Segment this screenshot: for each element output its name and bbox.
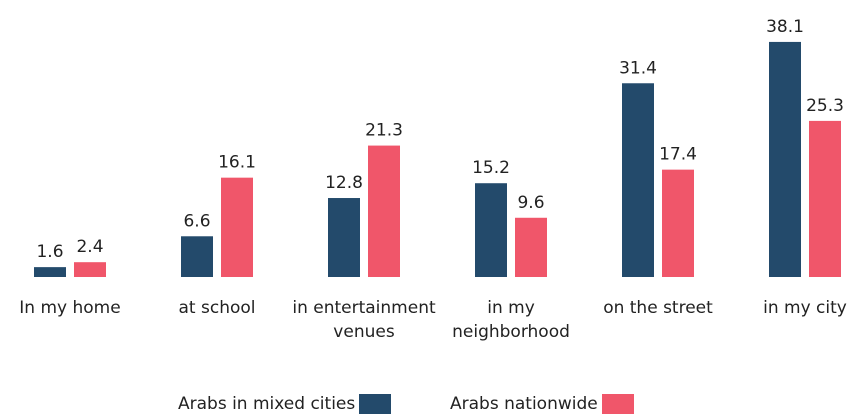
bar (74, 262, 106, 277)
value-label: 1.6 (36, 242, 63, 262)
value-label: 31.4 (619, 58, 657, 78)
legend-label: Arabs in mixed cities (178, 394, 356, 414)
legend-swatch (359, 394, 392, 414)
x-tick-label: in my city (763, 298, 847, 318)
bar (769, 41, 801, 277)
x-tick-label: in entertainment venues (292, 298, 436, 342)
value-label: 6.6 (183, 211, 210, 231)
bar (221, 177, 253, 277)
bar (515, 217, 547, 277)
legend-item: Arabs nationwide (450, 393, 634, 415)
bar (368, 145, 400, 277)
x-tick-label: at school (178, 298, 256, 318)
value-label: 25.3 (806, 96, 844, 116)
value-label: 15.2 (472, 158, 510, 178)
value-label: 38.1 (766, 17, 804, 37)
value-label: 21.3 (365, 121, 403, 141)
bar (809, 120, 841, 277)
bar (34, 267, 66, 277)
bar (622, 83, 654, 278)
legend-label: Arabs nationwide (450, 394, 598, 414)
value-label: 16.1 (218, 153, 256, 173)
bar (181, 236, 213, 277)
bar (662, 169, 694, 277)
x-tick-label: on the street (603, 298, 713, 318)
value-label: 17.4 (659, 145, 697, 165)
bar (328, 198, 360, 277)
value-label: 12.8 (325, 173, 363, 193)
x-tick-label: in my neighborhood (452, 298, 570, 342)
value-label: 2.4 (76, 237, 103, 257)
legend-item: Arabs in mixed cities (178, 393, 392, 415)
x-tick-label: In my home (19, 298, 121, 318)
legend-swatch (601, 394, 634, 414)
value-label: 9.6 (517, 193, 544, 213)
bar (475, 183, 507, 277)
